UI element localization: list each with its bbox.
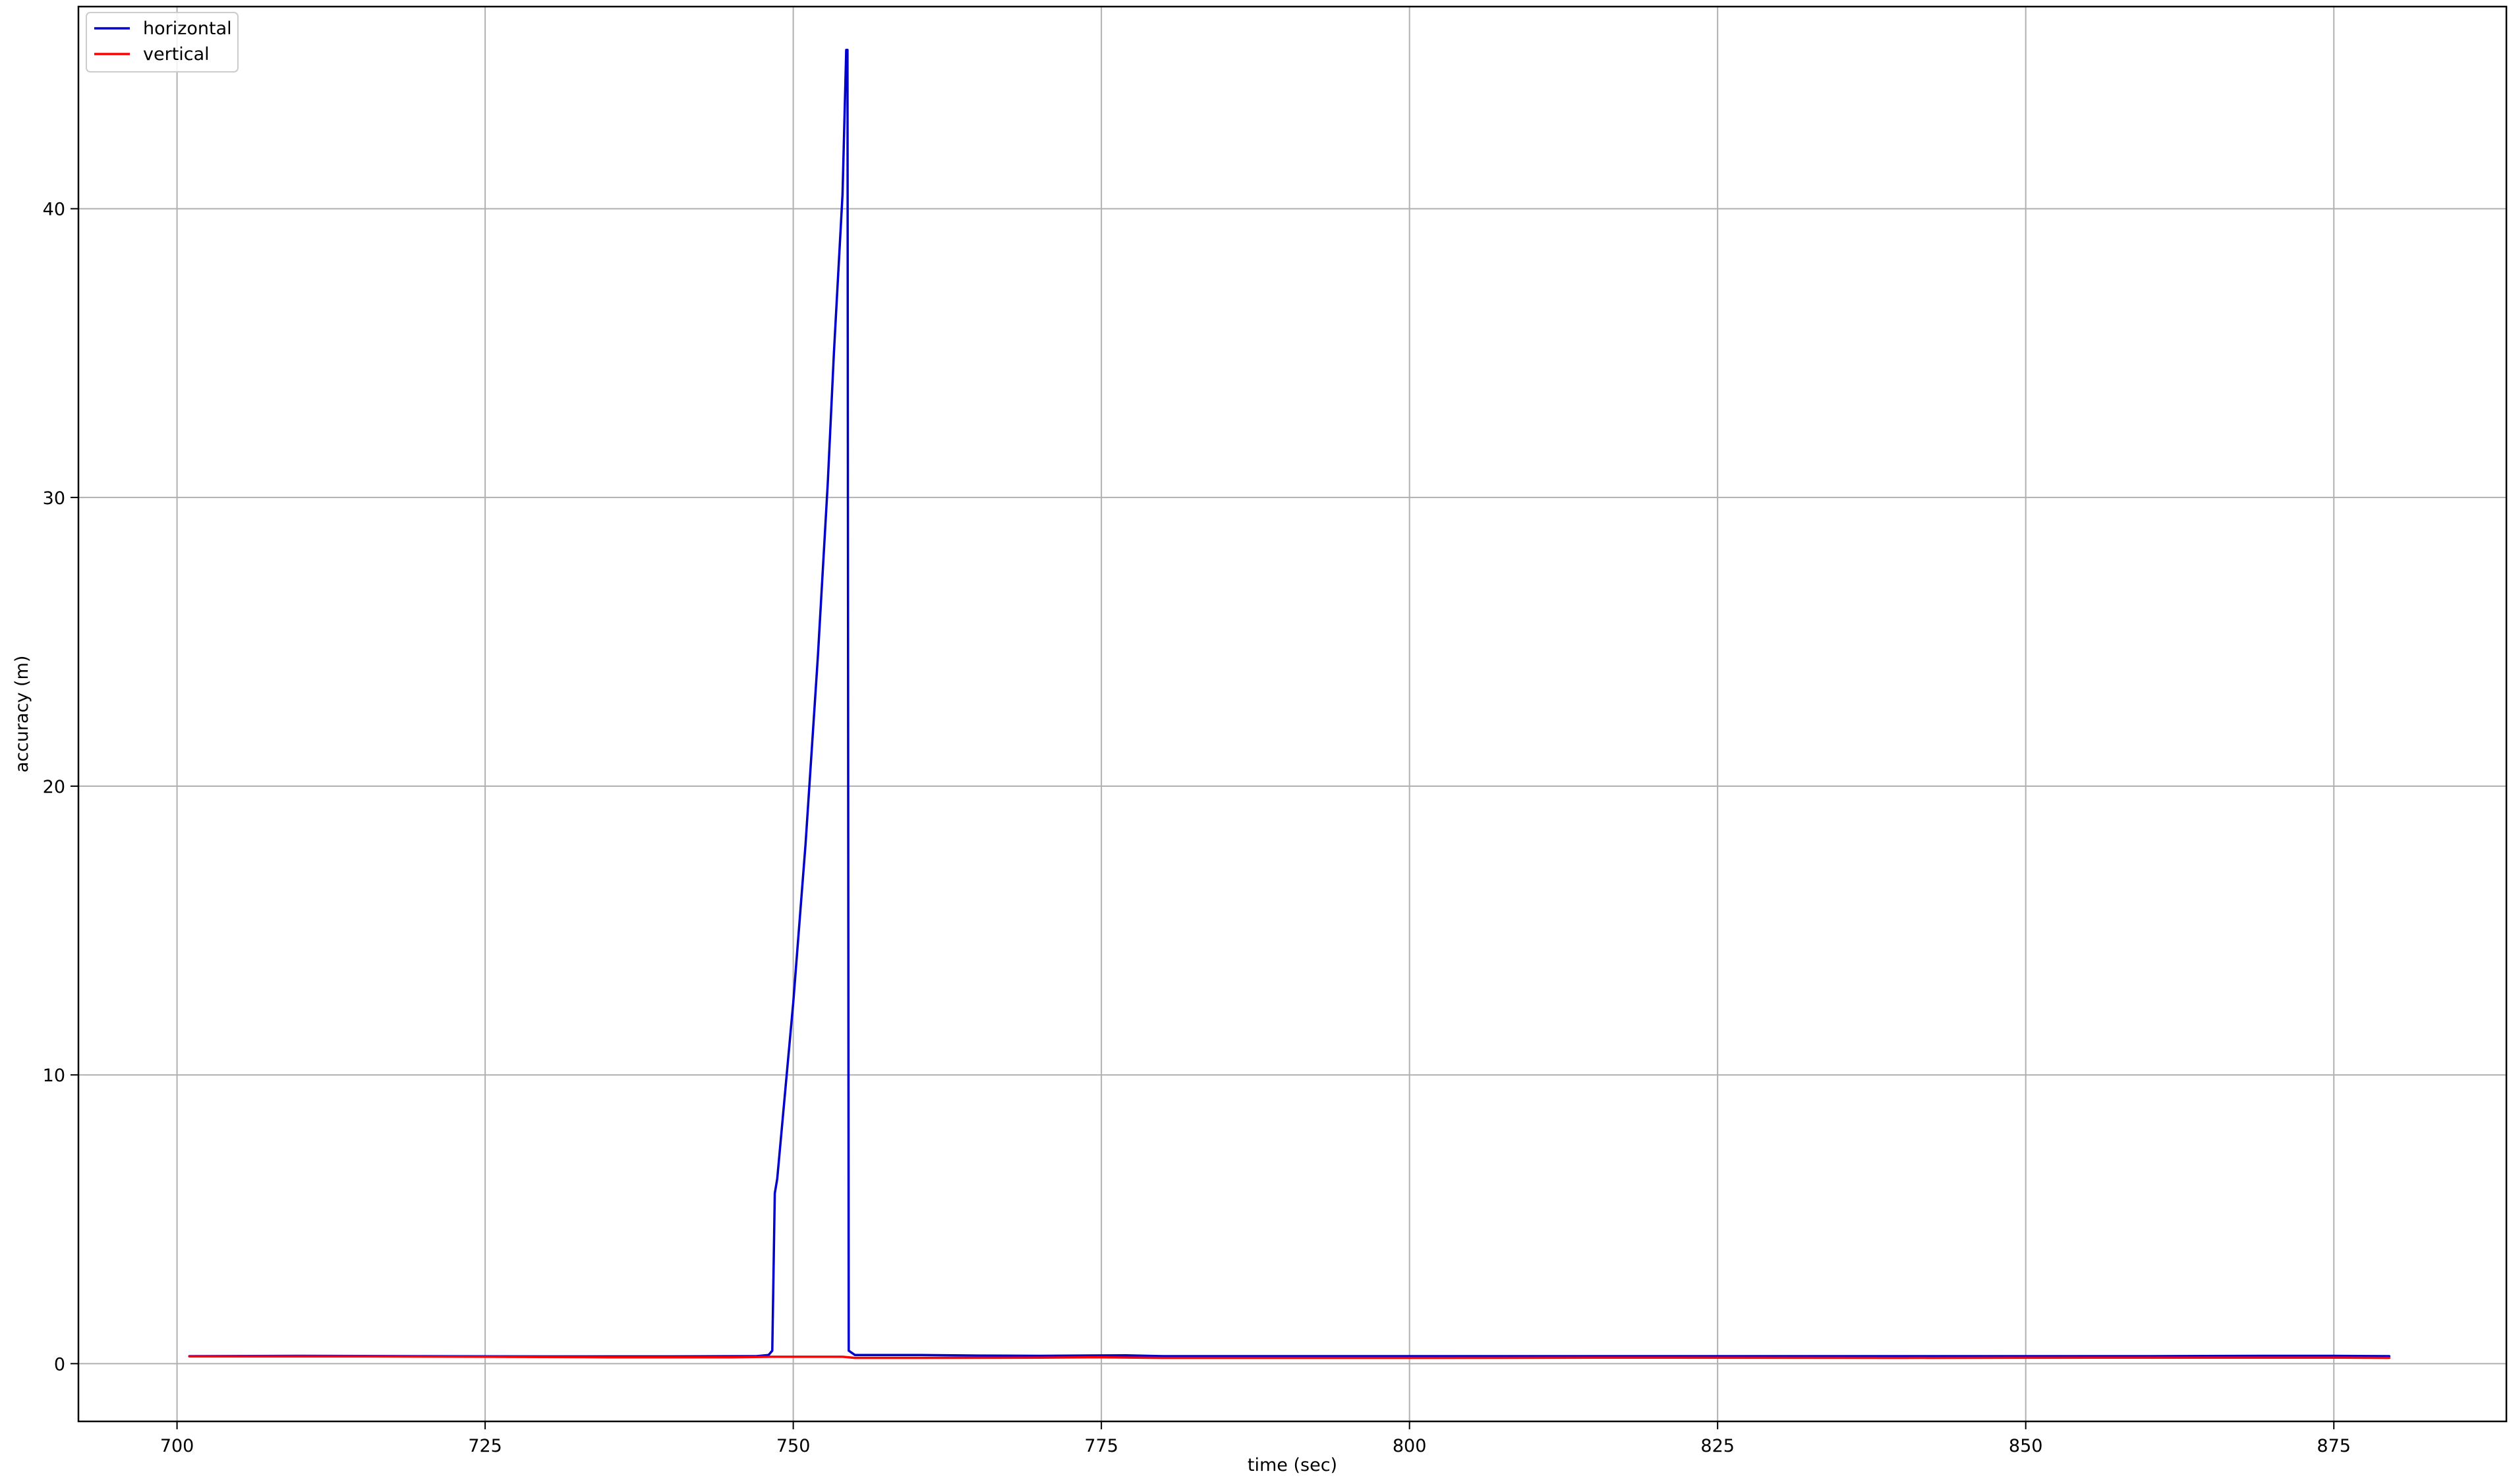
legend-label-horizontal: horizontal [143,18,232,39]
grid [78,7,2506,1421]
y-tick-label: 30 [43,488,65,509]
x-tick-label: 800 [1393,1436,1427,1456]
legend: horizontal vertical [86,12,239,72]
legend-label-vertical: vertical [143,44,210,65]
y-tick-label: 40 [43,200,65,220]
y-axis-label: accuracy (m) [12,656,32,773]
series-lines [188,48,2391,1359]
x-tick-label: 775 [1084,1436,1118,1456]
x-tick-label: 700 [160,1436,194,1456]
x-tick-label: 725 [468,1436,502,1456]
series-line-horizontal [188,48,2391,1358]
x-axis-label: time (sec) [1248,1455,1337,1475]
y-tick-label: 20 [43,777,65,797]
ticks: 700 725 750 775 800 825 850 875 0 10 20 30 40 [43,200,2351,1456]
x-tick-label: 875 [2317,1436,2351,1456]
y-tick-label: 10 [43,1066,65,1086]
x-tick-label: 825 [1700,1436,1735,1456]
y-tick-label: 0 [54,1354,65,1375]
x-tick-label: 750 [776,1436,811,1456]
x-tick-label: 850 [2009,1436,2043,1456]
plot-frame [77,5,2508,1423]
series-line-vertical [188,1355,2391,1359]
